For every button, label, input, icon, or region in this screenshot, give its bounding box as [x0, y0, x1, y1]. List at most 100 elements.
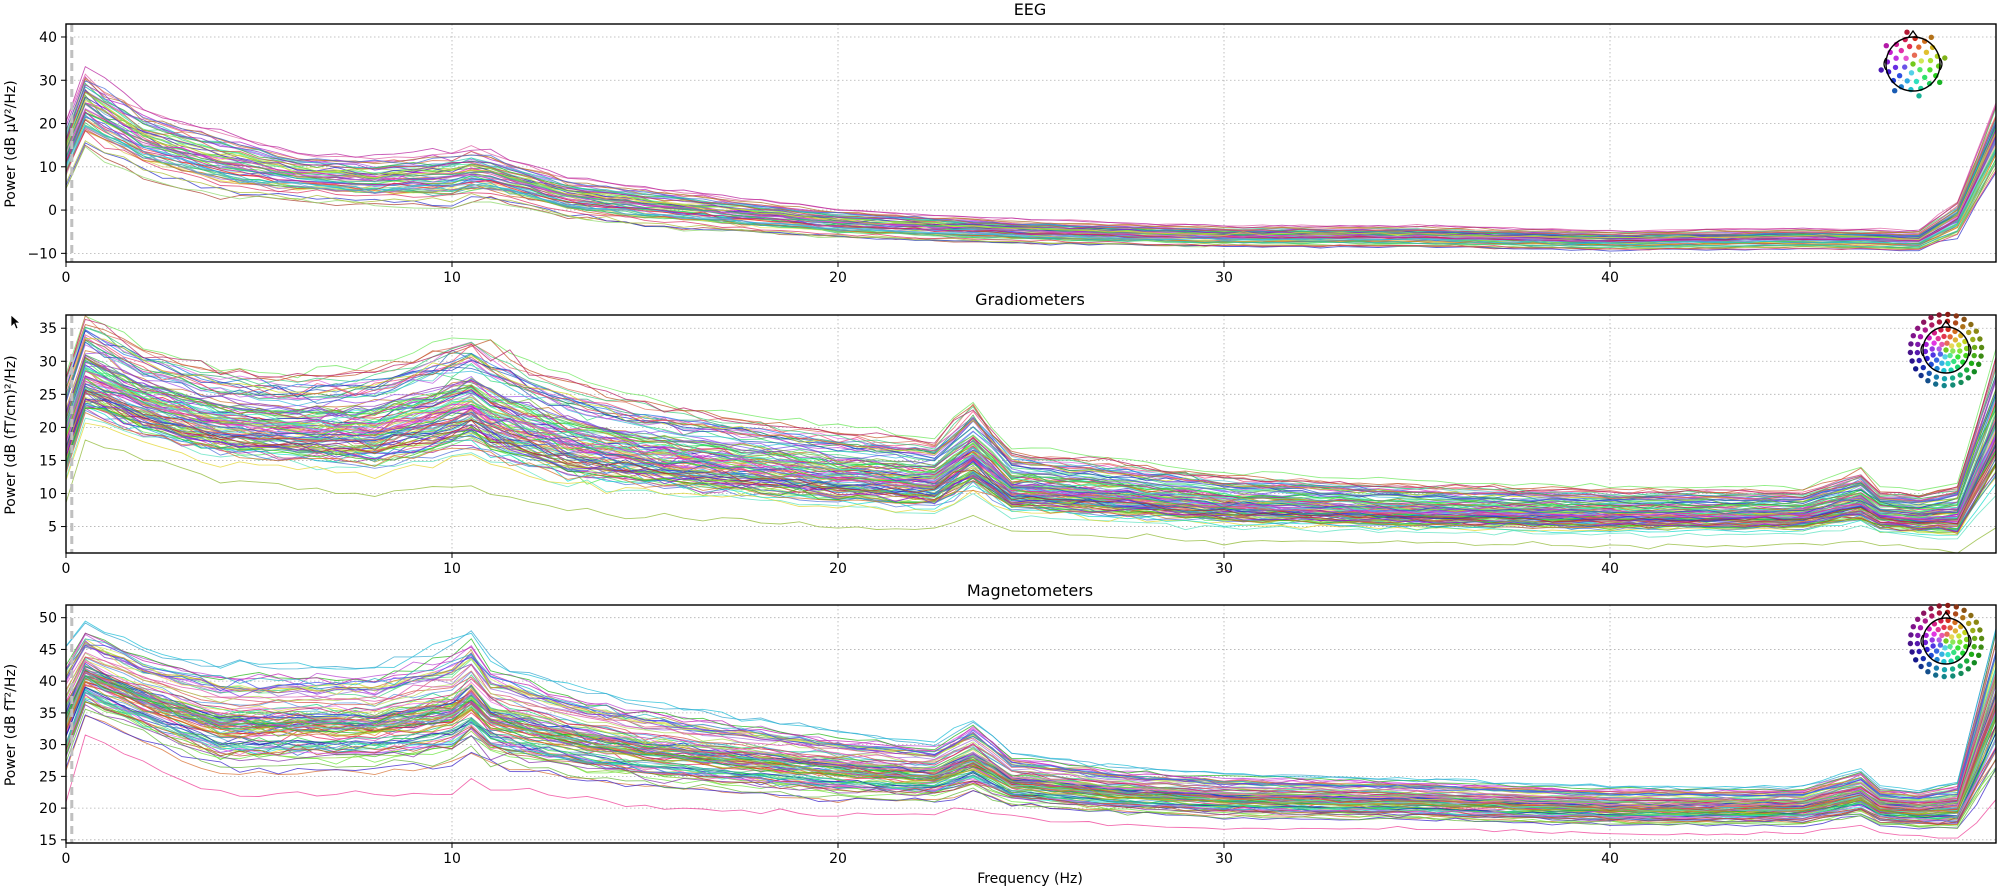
sensor-dot — [1973, 619, 1980, 625]
magnetometers-x-tick-label: 20 — [829, 851, 847, 867]
sensor-dot — [1945, 311, 1951, 318]
sensor-dot — [1923, 49, 1930, 55]
magnetometers-channel-trace — [66, 632, 1996, 794]
sensor-dot — [1906, 43, 1913, 50]
sensor-dot — [1936, 346, 1942, 352]
magnetometers-channel-trace — [66, 675, 1996, 814]
gradiometers-y-axis-label: Power (dB (fT/cm)²/Hz) — [3, 355, 19, 514]
magnetometers-channel-trace — [66, 734, 1996, 839]
sensor-dot — [1936, 637, 1942, 643]
sensor-dot — [1941, 376, 1948, 382]
sensor-dot — [1907, 640, 1914, 647]
magnetometers-channel-trace — [66, 708, 1996, 829]
eeg-channel-trace — [66, 65, 1996, 233]
gradiometers-channel-trace — [66, 339, 1996, 500]
gradiometers-x-tick-label: 20 — [829, 561, 847, 577]
sensor-dot — [1922, 618, 1929, 624]
gradiometers-channel-trace — [66, 370, 1996, 520]
sensor-dot — [1928, 34, 1935, 40]
sensor-dot — [1951, 649, 1957, 656]
sensor-dot — [1920, 364, 1927, 371]
sensor-dot — [1929, 346, 1935, 352]
gradiometers-y-tick-label: 15 — [39, 453, 57, 469]
gradiometers-y-tick-label: 25 — [39, 387, 57, 403]
eeg-title: EEG — [1014, 0, 1047, 19]
sensor-dot — [1968, 321, 1974, 328]
sensor-dot — [1950, 382, 1956, 388]
sensor-dot — [1936, 610, 1943, 616]
sensor-dot — [1929, 637, 1935, 643]
sensor-dot — [1941, 624, 1947, 631]
sensor-dot — [1903, 55, 1909, 61]
sensor-dot — [1922, 327, 1929, 333]
sensor-dot — [1945, 360, 1951, 367]
sensor-dot — [1953, 313, 1960, 319]
sensor-dot — [1945, 651, 1951, 658]
sensor-dot — [1915, 341, 1921, 348]
sensor-dot — [1963, 636, 1970, 643]
gradiometers-x-tick-label: 10 — [443, 561, 461, 577]
gradiometers-y-tick-label: 10 — [39, 487, 57, 503]
sensor-dot — [1908, 341, 1914, 347]
sensor-dot — [1937, 642, 1944, 648]
sensor-dot — [1917, 334, 1924, 340]
sensor-dot — [1933, 357, 1940, 363]
sensor-dot — [1941, 382, 1947, 389]
gradiometers-channel-trace — [66, 411, 1996, 535]
eeg-channel-trace — [66, 112, 1996, 245]
gradiometers-channel-trace — [66, 324, 1996, 497]
sensor-dot — [1956, 633, 1962, 639]
sensor-dot — [1958, 379, 1964, 386]
eeg-channel-trace — [66, 125, 1996, 246]
eeg-channel-trace — [66, 84, 1996, 240]
sensor-dot — [1942, 645, 1948, 651]
eeg-y-tick-label: −10 — [27, 246, 57, 262]
sensor-dot — [1950, 673, 1956, 679]
eeg-channel-trace — [66, 111, 1996, 243]
eeg-y-tick-label: 40 — [39, 30, 57, 46]
eeg-channel-trace — [66, 89, 1996, 238]
magnetometers-channel-trace — [66, 689, 1996, 820]
eeg-channel-trace — [66, 107, 1996, 241]
sensor-dot — [1960, 324, 1966, 330]
sensor-dot — [1937, 351, 1944, 357]
sensor-dot — [1951, 358, 1957, 365]
gradiometers-channel-trace — [66, 393, 1996, 522]
eeg-channel-trace — [66, 78, 1996, 234]
magnetometers-channel-trace — [66, 680, 1996, 815]
magnetometers-y-tick-label: 25 — [39, 769, 57, 785]
eeg-x-tick-label: 0 — [62, 270, 71, 286]
eeg-channel-trace — [66, 91, 1996, 240]
sensor-dot — [1966, 620, 1972, 627]
sensor-dot — [1914, 640, 1921, 647]
magnetometers-channel-trace — [66, 670, 1996, 812]
sensor-dot — [1950, 639, 1956, 645]
sensor-dot — [1945, 617, 1951, 624]
sensor-dot — [1923, 632, 1929, 639]
eeg-y-tick-label: 20 — [39, 117, 57, 133]
sensor-dot — [1952, 611, 1959, 617]
sensor-dot — [1929, 613, 1935, 619]
sensor-dot — [1918, 372, 1924, 379]
sensor-dot — [1947, 643, 1953, 650]
gradiometers-y-tick-label: 30 — [39, 354, 57, 370]
sensor-dot — [1968, 651, 1975, 657]
magnetometers-channel-trace — [66, 700, 1996, 828]
sensor-dot — [1952, 320, 1959, 326]
x-axis-label: Frequency (Hz) — [977, 871, 1083, 887]
head-outline-icon — [1885, 36, 1941, 92]
head-right-ear-icon — [1968, 634, 1972, 648]
sensor-dot — [1921, 610, 1927, 616]
gradiometers-channel-trace — [66, 315, 1996, 491]
magnetometers-y-tick-label: 45 — [39, 642, 57, 658]
sensor-dot — [1935, 335, 1941, 342]
sensor-dot — [1941, 658, 1947, 665]
eeg-x-tick-label: 10 — [443, 270, 461, 286]
head-nose-icon — [1940, 610, 1952, 620]
magnetometers-y-tick-label: 20 — [39, 801, 57, 817]
sensor-dot — [1926, 661, 1932, 667]
sensor-dot — [1913, 78, 1920, 85]
sensor-dot — [1921, 319, 1927, 325]
sensor-dot — [1922, 348, 1929, 355]
sensor-dot — [1944, 631, 1950, 637]
